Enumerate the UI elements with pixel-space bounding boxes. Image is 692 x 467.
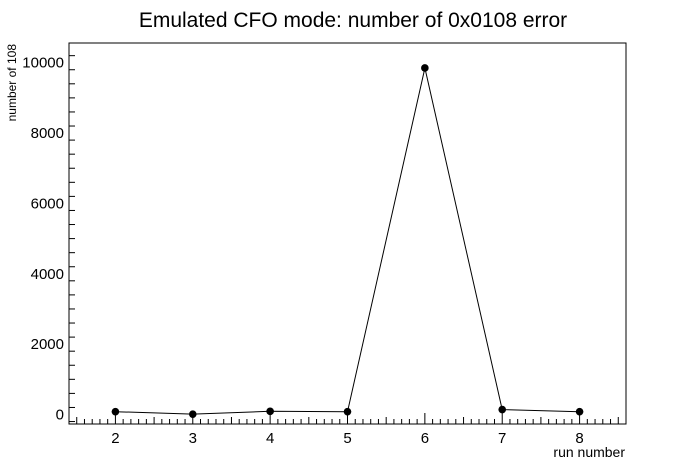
data-point xyxy=(343,407,352,416)
x-axis-ticks xyxy=(68,413,627,424)
series-line xyxy=(115,67,580,415)
y-axis-tick-labels: 0 2000 4000 6000 8000 10000 xyxy=(22,55,64,424)
y-axis-title: number of 108 xyxy=(5,44,19,122)
data-point xyxy=(498,405,507,414)
y-tick-label: 10000 xyxy=(22,55,64,72)
x-axis-tick-labels: 2 3 4 5 6 7 8 xyxy=(111,430,584,447)
y-tick-label: 8000 xyxy=(31,125,64,142)
x-tick-label: 5 xyxy=(343,430,351,447)
data-point xyxy=(421,64,429,72)
y-tick-label: 6000 xyxy=(31,195,64,212)
data-point xyxy=(575,407,584,416)
y-tick-label: 0 xyxy=(56,407,64,424)
x-tick-label: 6 xyxy=(421,430,429,447)
y-tick-label: 4000 xyxy=(31,266,64,283)
data-point xyxy=(188,410,197,418)
x-tick-label: 2 xyxy=(111,430,119,447)
data-point xyxy=(111,407,120,416)
chart-title: Emulated CFO mode: number of 0x0108 erro… xyxy=(139,9,567,32)
y-axis-ticks xyxy=(69,55,75,423)
series-points xyxy=(111,64,584,418)
plot-frame xyxy=(68,42,627,425)
data-point xyxy=(266,407,274,416)
x-tick-label: 8 xyxy=(575,430,583,447)
x-tick-label: 7 xyxy=(498,430,506,447)
x-tick-label: 3 xyxy=(189,430,197,447)
x-tick-label: 4 xyxy=(266,430,274,447)
x-axis-title: run number xyxy=(553,444,625,460)
y-tick-label: 2000 xyxy=(31,336,64,353)
